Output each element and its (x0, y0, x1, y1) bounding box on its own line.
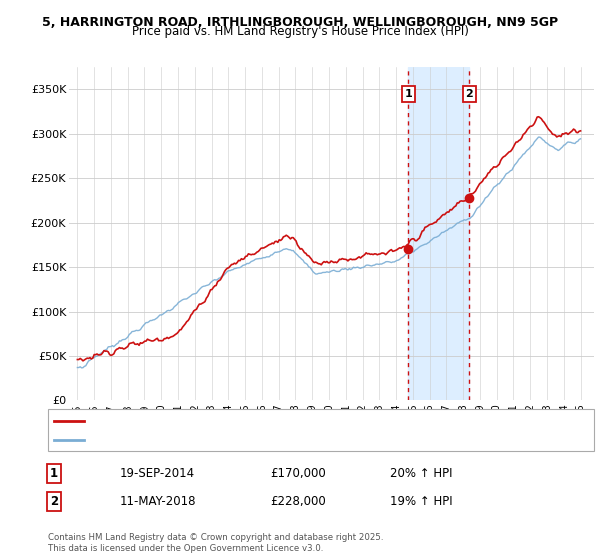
Text: 19% ↑ HPI: 19% ↑ HPI (390, 494, 452, 508)
Text: Contains HM Land Registry data © Crown copyright and database right 2025.
This d: Contains HM Land Registry data © Crown c… (48, 533, 383, 553)
Text: £228,000: £228,000 (270, 494, 326, 508)
Text: 2: 2 (466, 89, 473, 99)
Text: 2: 2 (50, 494, 58, 508)
Text: 5, HARRINGTON ROAD, IRTHLINGBOROUGH, WELLINGBOROUGH, NN9 5GP (semi-detached hou: 5, HARRINGTON ROAD, IRTHLINGBOROUGH, WEL… (90, 416, 539, 425)
Text: HPI: Average price, semi-detached house, North Northamptonshire: HPI: Average price, semi-detached house,… (90, 436, 408, 445)
Text: Price paid vs. HM Land Registry's House Price Index (HPI): Price paid vs. HM Land Registry's House … (131, 25, 469, 38)
Text: 5, HARRINGTON ROAD, IRTHLINGBOROUGH, WELLINGBOROUGH, NN9 5GP: 5, HARRINGTON ROAD, IRTHLINGBOROUGH, WEL… (42, 16, 558, 29)
Text: 20% ↑ HPI: 20% ↑ HPI (390, 466, 452, 480)
Text: 1: 1 (50, 466, 58, 480)
Text: 11-MAY-2018: 11-MAY-2018 (120, 494, 197, 508)
Text: 1: 1 (404, 89, 412, 99)
Bar (408, 67, 469, 400)
Text: £170,000: £170,000 (270, 466, 326, 480)
Text: 19-SEP-2014: 19-SEP-2014 (120, 466, 195, 480)
